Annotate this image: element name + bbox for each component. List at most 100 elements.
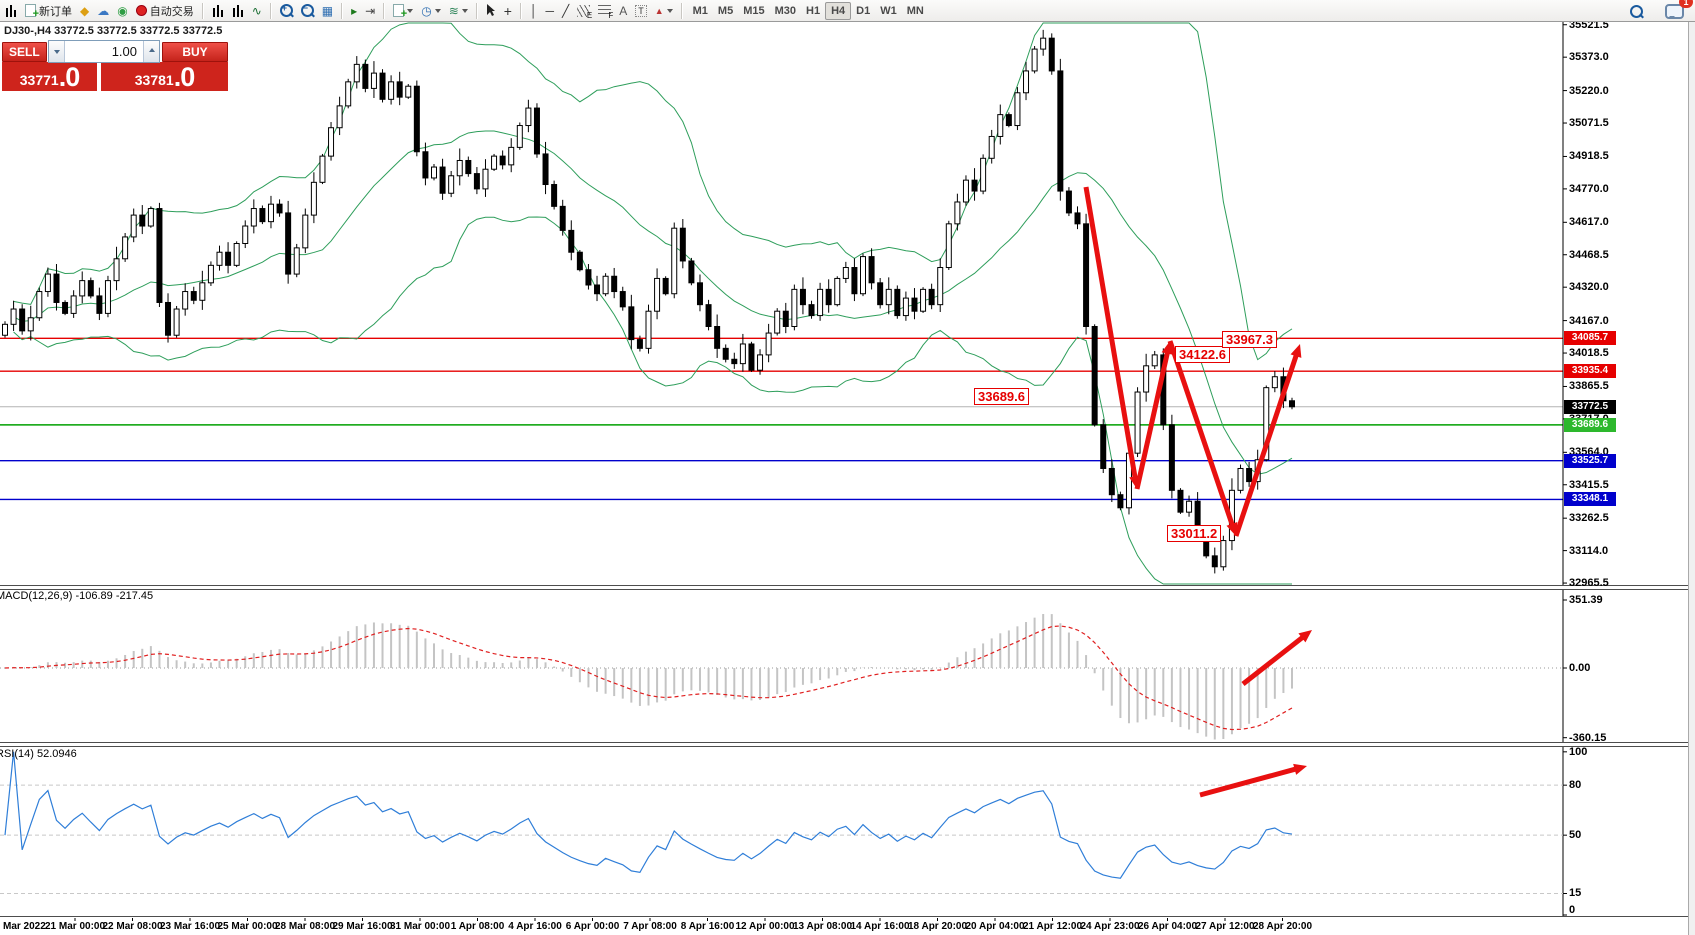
community-button[interactable]: ☁ xyxy=(94,2,112,20)
periods-button[interactable]: ◷ xyxy=(418,2,443,20)
text-tool-button[interactable]: A xyxy=(616,2,630,20)
time-axis-label: 7 Apr 08:00 xyxy=(623,921,677,932)
timeframe-button-mn[interactable]: MN xyxy=(906,4,924,17)
zoom-in-button[interactable]: + xyxy=(277,2,296,20)
arrow-shape-icon: ▲ xyxy=(654,5,664,16)
trendline-tool-button[interactable]: ╱ xyxy=(559,2,572,20)
timeframe-button-m1[interactable]: M1 xyxy=(692,4,708,17)
price-axis-label: 33865.5 xyxy=(1569,380,1609,393)
cursor-tool-button[interactable] xyxy=(483,2,499,20)
arrows-tool-button[interactable]: ▲ xyxy=(652,2,676,20)
tile-windows-button[interactable]: ▦ xyxy=(319,2,336,20)
chart-shift-icon: ⇥ xyxy=(365,3,376,18)
trendline-icon: ╱ xyxy=(561,3,570,18)
rsi-axis-label: 50 xyxy=(1569,829,1582,842)
volume-value[interactable]: 1.00 xyxy=(111,44,137,59)
time-axis-label: 29 Mar 16:00 xyxy=(332,921,393,932)
price-axis-label: 35220.0 xyxy=(1569,84,1609,97)
chart-shift-button[interactable]: ⇥ xyxy=(362,2,378,20)
price-badge: 34085.7 xyxy=(1564,331,1616,346)
time-axis-label: 4 Apr 16:00 xyxy=(508,921,562,932)
window-right-edge xyxy=(1688,22,1695,935)
price-axis-label: 34770.0 xyxy=(1569,182,1609,195)
autotrading-button[interactable]: 自动交易 xyxy=(133,2,197,20)
volume-decrease-button[interactable] xyxy=(49,41,65,62)
horizontal-line-tool-button[interactable]: ─ xyxy=(542,2,557,20)
price-annotation[interactable]: 33689.6 xyxy=(974,388,1029,405)
volume-increase-button[interactable] xyxy=(143,41,159,62)
time-axis-separator xyxy=(0,916,1695,918)
zoom-out-button[interactable]: − xyxy=(298,2,317,20)
panel-separator[interactable] xyxy=(0,742,1695,747)
notifications-button[interactable]: 1 xyxy=(1662,0,1693,20)
chart-icon xyxy=(5,4,17,17)
time-axis-label: 22 Mar 08:00 xyxy=(102,921,163,932)
clock-icon: ◷ xyxy=(421,3,432,18)
buy-price[interactable]: 33781.0 xyxy=(101,62,228,91)
fibonacci-icon: F xyxy=(598,4,613,20)
time-axis-label: 25 Mar 00:00 xyxy=(217,921,278,932)
sell-price[interactable]: 33771.0 xyxy=(2,62,97,91)
search-button[interactable] xyxy=(1627,2,1646,20)
fibonacci-tool-button[interactable]: F xyxy=(595,2,614,20)
horizontal-line-icon: ─ xyxy=(545,3,554,18)
new-order-button[interactable]: + 新订单 xyxy=(22,2,75,20)
price-axis-label: 32965.5 xyxy=(1569,577,1609,590)
vertical-line-tool-button[interactable]: │ xyxy=(527,2,541,20)
price-badge: 33772.5 xyxy=(1564,399,1616,414)
text-icon: A xyxy=(619,3,628,18)
timeframe-button-w1[interactable]: W1 xyxy=(880,4,897,17)
bar-chart-button[interactable] xyxy=(209,2,227,20)
templates-button[interactable]: ≋ xyxy=(446,2,471,20)
price-annotation[interactable]: 33011.2 xyxy=(1167,525,1222,542)
price-annotation[interactable]: 33967.3 xyxy=(1222,331,1277,348)
time-axis-label: 20 Apr 04:00 xyxy=(965,921,1025,932)
time-axis-label: 28 Apr 20:00 xyxy=(1252,921,1313,932)
text-label-tool-button[interactable]: T xyxy=(632,2,650,20)
timeframe-button-m5[interactable]: M5 xyxy=(717,4,734,17)
main-toolbar: + 新订单 ◆ ☁ ◉ 自动交易 ∿ + − ▦ ▸ ⇥ + ◷ ≋ + │ ─… xyxy=(0,0,1695,22)
rsi-axis-label: 0 xyxy=(1569,904,1576,916)
time-axis-label: 21 Apr 12:00 xyxy=(1022,921,1083,932)
indicators-button[interactable]: + xyxy=(390,2,416,20)
new-order-icon: + xyxy=(25,4,39,20)
cursor-icon xyxy=(486,4,495,16)
auto-scroll-button[interactable]: ▸ xyxy=(348,2,360,20)
timeframe-button-m15[interactable]: M15 xyxy=(743,4,765,17)
macd-axis-label: -360.15 xyxy=(1569,731,1607,744)
crosshair-tool-button[interactable]: + xyxy=(501,2,515,20)
time-axis-label: 8 Apr 16:00 xyxy=(680,921,735,932)
timeframe-button-m30[interactable]: M30 xyxy=(774,4,797,17)
price-badge: 33689.6 xyxy=(1564,417,1616,432)
channel-tool-button[interactable]: E xyxy=(574,2,593,20)
time-axis-label: 27 Apr 12:00 xyxy=(1195,921,1255,932)
search-icon xyxy=(1630,4,1643,18)
volume-stepper[interactable]: 1.00 xyxy=(48,40,160,63)
signals-button[interactable]: ◉ xyxy=(114,2,130,20)
price-axis-label: 35071.5 xyxy=(1569,117,1609,130)
buy-button[interactable]: BUY xyxy=(162,42,228,62)
time-axis-label: 21 Mar 00:00 xyxy=(44,921,106,932)
line-chart-button[interactable]: ∿ xyxy=(249,2,265,20)
price-axis-label: 33262.5 xyxy=(1569,512,1609,525)
new-chart-button[interactable] xyxy=(2,2,20,20)
sell-button[interactable]: SELL xyxy=(2,42,47,62)
add-indicator-icon: + xyxy=(393,4,407,20)
autotrading-label: 自动交易 xyxy=(149,5,194,18)
favorites-button[interactable]: ◆ xyxy=(77,2,92,20)
price-annotation[interactable]: 34122.6 xyxy=(1175,346,1230,363)
bar-chart-icon xyxy=(211,4,224,17)
timeframe-button-h4[interactable]: H4 xyxy=(825,1,852,20)
timeframe-button-d1[interactable]: D1 xyxy=(856,4,871,17)
candle-chart-button[interactable] xyxy=(229,2,247,20)
price-axis-label: 34167.0 xyxy=(1569,314,1609,327)
time-axis-label: 14 Apr 16:00 xyxy=(850,921,910,932)
timeframe-button-h1[interactable]: H1 xyxy=(806,4,821,17)
time-axis-label: 31 Mar 00:00 xyxy=(389,921,451,932)
time-axis-label: 26 Apr 04:00 xyxy=(1137,921,1198,932)
panel-separator[interactable] xyxy=(0,585,1695,590)
vertical-line-icon: │ xyxy=(529,3,538,18)
new-order-label: 新订单 xyxy=(39,5,72,18)
price-axis-label: 34320.0 xyxy=(1569,281,1609,294)
